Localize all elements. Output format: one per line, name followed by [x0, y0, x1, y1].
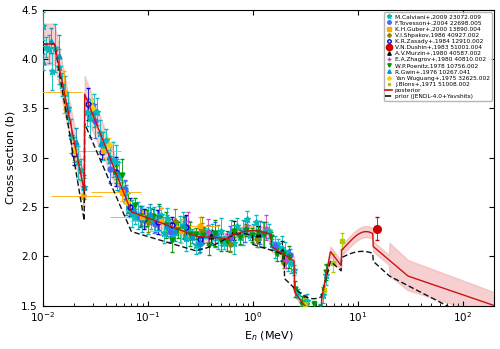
Y-axis label: Cross section (b): Cross section (b) [6, 111, 16, 204]
X-axis label: E$_n$ (MeV): E$_n$ (MeV) [244, 330, 294, 343]
Legend: M.Calviani+,2009 23072.009, F.Tovesson+,2004 22698.005, K.H.Guber+,2000 13890.00: M.Calviani+,2009 23072.009, F.Tovesson+,… [384, 13, 492, 101]
